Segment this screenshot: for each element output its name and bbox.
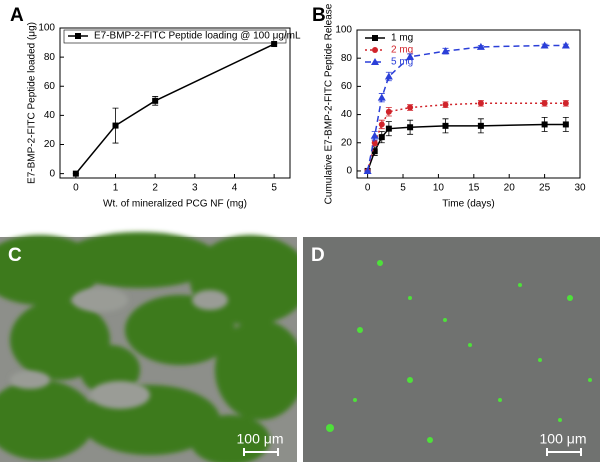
x-tick-label: 25 (539, 183, 551, 194)
y-tick-label: 80 (44, 52, 56, 63)
y-tick-label: 60 (44, 81, 56, 92)
marker (371, 148, 378, 155)
marker (562, 121, 569, 128)
x-tick-label: 5 (400, 183, 406, 194)
legend-entry: 2 mg (391, 45, 413, 56)
marker (541, 121, 548, 128)
marker (562, 100, 569, 107)
marker (540, 41, 549, 49)
y-tick-label: 40 (44, 110, 56, 121)
x-tick-label: 5 (271, 183, 277, 194)
micrograph-d (303, 237, 600, 462)
x-tick-label: 10 (433, 183, 445, 194)
legend-entry: 5 mg (391, 57, 413, 68)
marker (476, 42, 485, 50)
scale-bar (546, 448, 582, 456)
y-tick-label: 40 (341, 109, 353, 120)
y-axis-label: Cumulative E7-BMP-2-FITC Peptide Release (324, 3, 335, 204)
x-tick-label: 0 (73, 183, 79, 194)
marker (407, 124, 414, 131)
marker (407, 104, 414, 111)
x-tick-label: 15 (468, 183, 480, 194)
y-tick-label: 0 (346, 166, 352, 177)
x-tick-label: 3 (192, 183, 198, 194)
x-axis-label: Time (days) (442, 199, 494, 210)
marker (477, 100, 484, 107)
x-tick-label: 2 (152, 183, 158, 194)
x-tick-label: 30 (574, 183, 586, 194)
plot-frame (59, 27, 291, 179)
x-tick-label: 1 (113, 183, 119, 194)
marker (271, 41, 278, 48)
series-line (75, 43, 275, 175)
y-axis-label: E7-BMP-2-FITC Peptide loaded (μg) (27, 22, 38, 184)
marker (442, 101, 449, 108)
marker (363, 166, 372, 174)
scale-bar-label: 100 μm (540, 431, 587, 447)
marker (371, 58, 379, 65)
y-tick-label: 20 (44, 139, 56, 150)
x-tick-label: 4 (232, 183, 238, 194)
y-tick-label: 60 (341, 81, 353, 92)
micrograph-c (0, 232, 310, 465)
y-tick-label: 20 (341, 137, 353, 148)
scale-bar (243, 448, 279, 456)
panel-label: D (311, 245, 325, 266)
marker (384, 72, 393, 80)
x-axis-label: Wt. of mineralized PCG NF (mg) (103, 199, 247, 210)
plot-frame (356, 29, 581, 179)
legend-entry: E7-BMP-2-FITC Peptide loading @ 100 μg/m… (94, 31, 301, 42)
marker (406, 52, 415, 60)
marker (442, 122, 449, 129)
marker (75, 33, 81, 39)
marker (385, 108, 392, 115)
y-tick-label: 80 (341, 53, 353, 64)
marker (477, 122, 484, 129)
marker (385, 125, 392, 132)
y-tick-label: 100 (335, 25, 352, 36)
marker (152, 97, 159, 104)
marker (72, 170, 79, 177)
panel-label: B (312, 5, 326, 26)
marker (370, 131, 379, 139)
x-tick-label: 20 (504, 183, 516, 194)
marker (372, 35, 378, 41)
legend-entry: 1 mg (391, 33, 413, 44)
y-tick-label: 100 (38, 23, 55, 34)
panel-label: A (10, 5, 24, 26)
scale-bar-label: 100 μm (237, 431, 284, 447)
marker (378, 134, 385, 141)
legend-box (63, 29, 287, 44)
marker (441, 47, 450, 55)
marker (372, 47, 378, 53)
panel-label: C (8, 245, 22, 266)
x-tick-label: 0 (365, 183, 371, 194)
marker (371, 139, 378, 146)
marker (112, 122, 119, 129)
marker (561, 41, 570, 49)
marker (377, 93, 386, 101)
marker (378, 121, 385, 128)
y-tick-label: 0 (49, 168, 55, 179)
marker (541, 100, 548, 107)
series-line (366, 102, 566, 172)
series-line (366, 123, 566, 172)
